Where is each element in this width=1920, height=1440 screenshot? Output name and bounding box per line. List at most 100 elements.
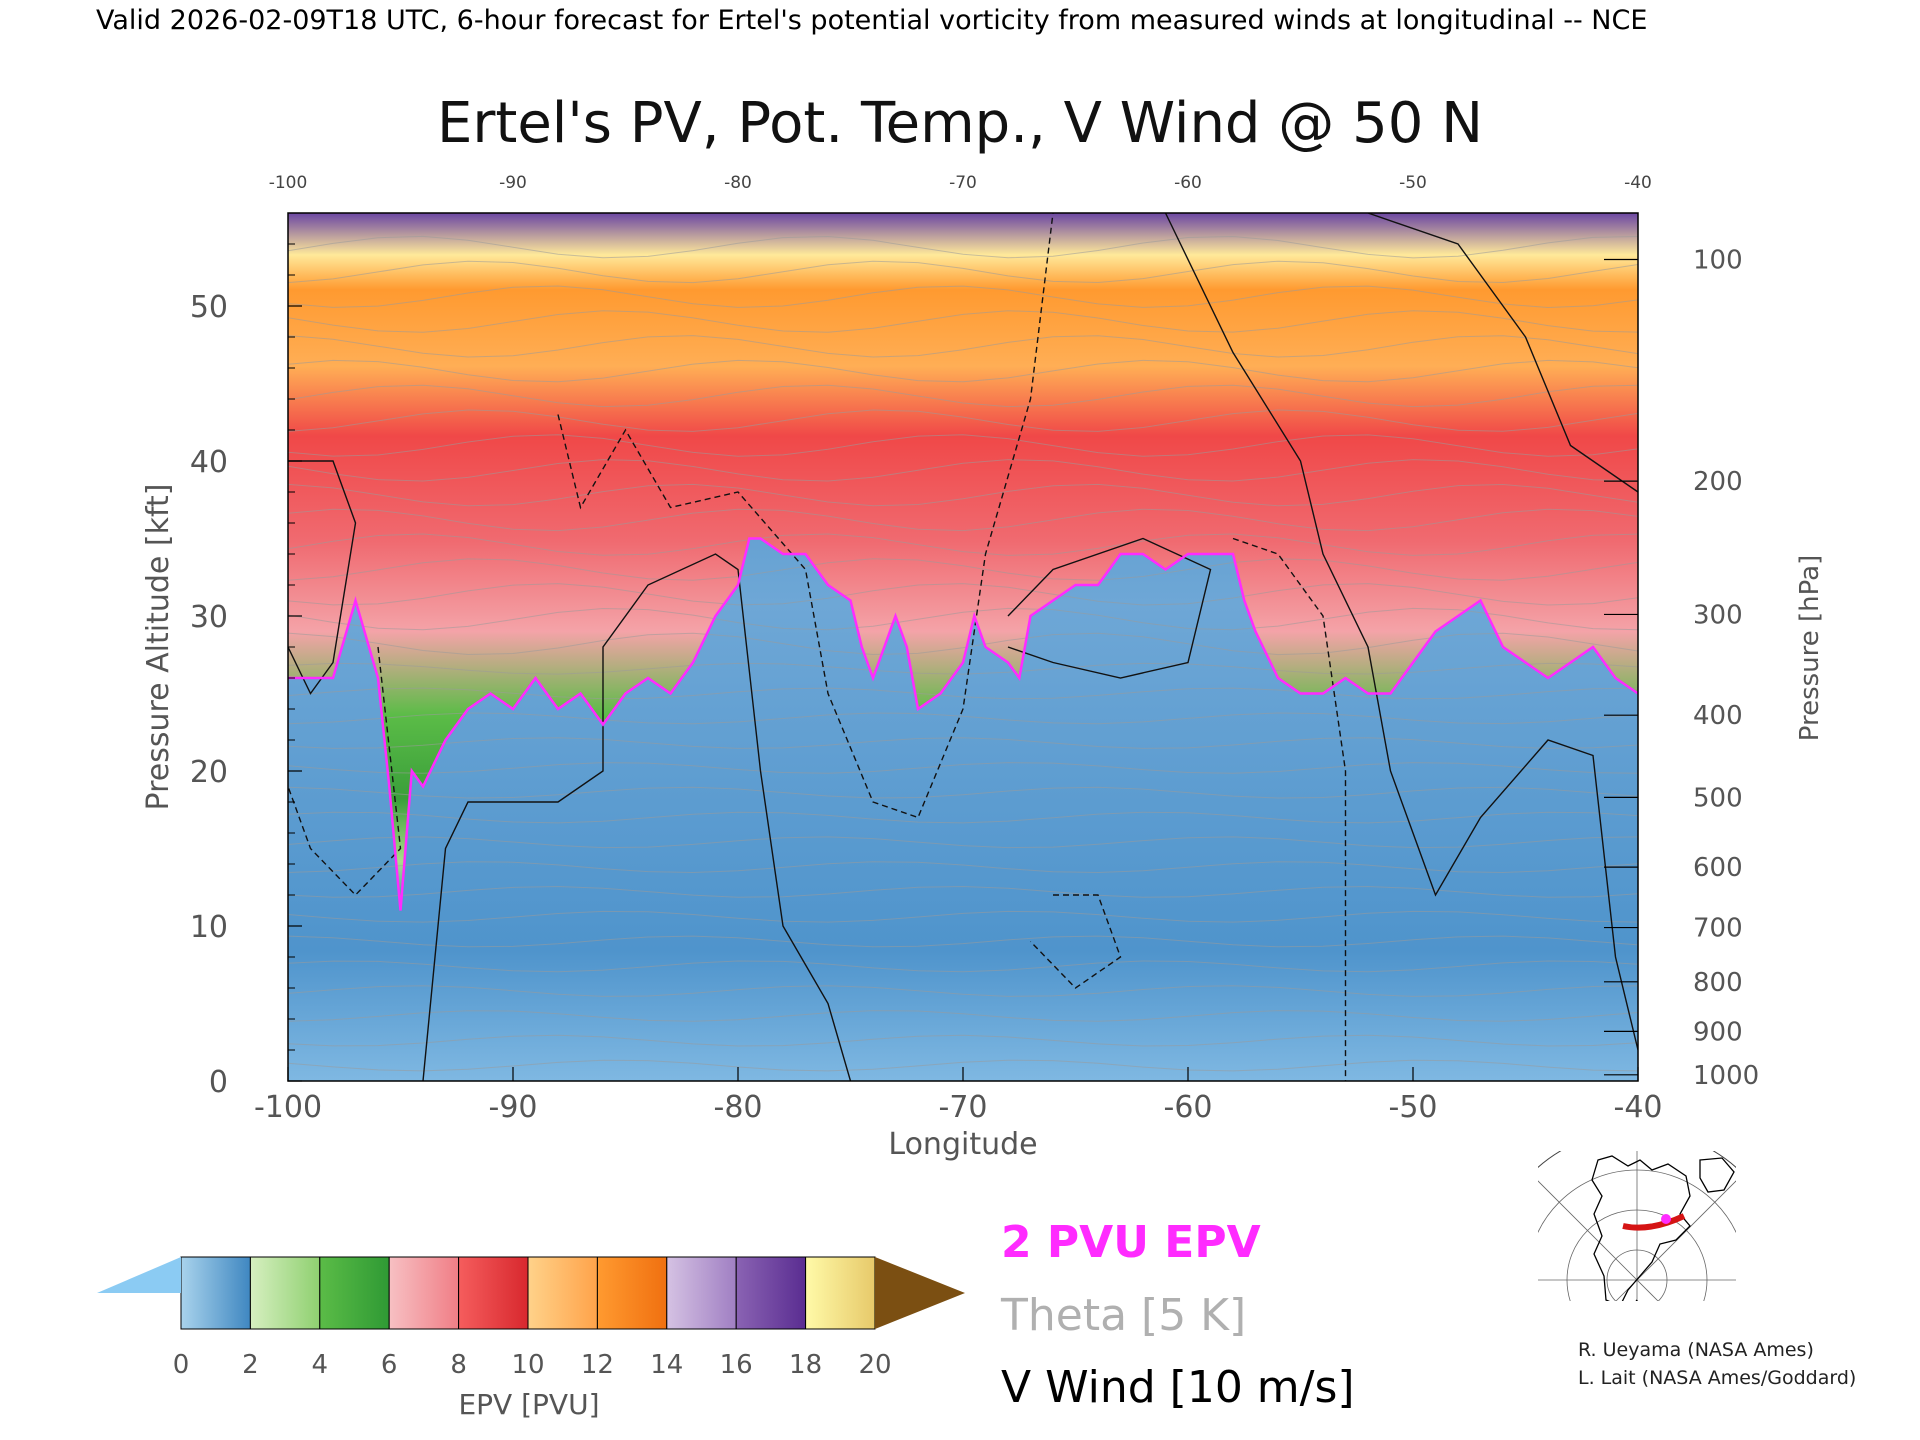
theta-isentropes — [288, 235, 1638, 1072]
theta-line — [288, 811, 1638, 824]
x-axis-label: Longitude — [888, 1127, 1037, 1162]
pressure-tick-label: 200 — [1693, 467, 1743, 497]
colorbar-tick-label: 14 — [650, 1350, 683, 1380]
theta-line — [288, 632, 1638, 656]
theta-line — [288, 935, 1638, 948]
v-wind-contour — [288, 460, 357, 695]
colorbar-tick-label: 20 — [858, 1350, 891, 1380]
theta-line — [288, 384, 1638, 408]
theta-line — [288, 1010, 1638, 1022]
pressure-tick-label: 300 — [1693, 600, 1743, 630]
theta-line — [288, 762, 1638, 774]
stratosphere-fill — [288, 213, 1638, 911]
bottom-longitude-ticks: -100 -90 -80 -70 -60 -50 -40 — [254, 1067, 1663, 1125]
x-tick-label: -90 — [489, 1090, 538, 1125]
y-tick-label: 20 — [190, 755, 228, 790]
section-path — [1622, 1213, 1686, 1231]
colorbar-tick-label: 4 — [312, 1350, 329, 1380]
credit-line-2: L. Lait (NASA Ames/Goddard) — [1578, 1367, 1856, 1389]
theta-line — [288, 409, 1638, 432]
theta-line — [288, 533, 1638, 556]
legend: 2 PVU EPV Theta [5 K] V Wind [10 m/s] — [1000, 1217, 1355, 1413]
top-tick-label: -90 — [499, 173, 527, 193]
colorbar-segment — [249, 1256, 321, 1330]
top-tick-label: -40 — [1624, 173, 1652, 193]
v-wind-contour — [1007, 537, 1212, 679]
theta-line — [288, 285, 1638, 309]
theta-line — [288, 1059, 1638, 1072]
legend-theta: Theta [5 K] — [1000, 1290, 1246, 1341]
pressure-tick-label: 400 — [1693, 701, 1743, 731]
credit-line-1: R. Ueyama (NASA Ames) — [1578, 1339, 1814, 1361]
theta-line — [288, 235, 1638, 259]
colorbar-segment — [666, 1256, 737, 1330]
theta-line — [288, 737, 1638, 749]
pressure-tick-label: 600 — [1693, 853, 1743, 883]
x-tick-label: -50 — [1389, 1090, 1438, 1125]
colorbar-tick-label: 18 — [789, 1350, 822, 1380]
v-wind-contour — [422, 553, 852, 1081]
colorbar: 0 2 4 6 8 10 12 14 16 18 20 EPV [PVU] — [97, 1256, 965, 1421]
y-axis-label: Pressure Altitude [kft] — [141, 484, 176, 811]
colorbar-tick-label: 2 — [242, 1350, 259, 1380]
v-wind-contour — [557, 213, 1054, 819]
colorbar-segment — [458, 1256, 529, 1330]
x-tick-label: -60 — [1164, 1090, 1213, 1125]
right-pressure-ticks: 100 200 300 400 500 600 700 800 900 1000 — [1604, 246, 1759, 1091]
v-wind-contour — [1164, 213, 1638, 1051]
colorbar-tick-label: 0 — [173, 1350, 190, 1380]
coastline-greenland — [1699, 1157, 1735, 1193]
theta-line — [288, 985, 1638, 997]
y-tick-label: 0 — [209, 1065, 228, 1100]
v-wind-contour — [1367, 213, 1638, 493]
chart-title: Ertel's PV, Pot. Temp., V Wind @ 50 N — [437, 91, 1483, 156]
legend-2pvu: 2 PVU EPV — [1001, 1217, 1261, 1268]
theta-line — [288, 459, 1638, 482]
theta-line — [288, 434, 1638, 457]
pressure-tick-label: 500 — [1693, 783, 1743, 813]
section-end-marker — [1661, 1214, 1671, 1224]
theta-line — [288, 558, 1638, 581]
colorbar-segment — [805, 1256, 876, 1330]
theta-line — [288, 786, 1638, 799]
v-wind-contours — [288, 213, 1638, 1081]
theta-line — [288, 335, 1638, 358]
top-tick-label: -80 — [724, 173, 752, 193]
x-tick-label: -100 — [254, 1090, 322, 1125]
theta-line — [288, 1034, 1638, 1047]
pv-2pvu-contour — [288, 537, 1638, 911]
theta-line — [288, 712, 1638, 725]
coastline-central-america — [1635, 1299, 1639, 1301]
pressure-tick-label: 700 — [1693, 914, 1743, 944]
theta-line — [288, 910, 1638, 923]
theta-line — [288, 607, 1638, 631]
colorbar-under-arrow — [97, 1257, 181, 1293]
theta-line — [288, 885, 1638, 898]
x-tick-label: -80 — [714, 1090, 763, 1125]
theta-line — [288, 483, 1638, 507]
theta-line — [288, 260, 1638, 284]
top-tick-label: -60 — [1174, 173, 1202, 193]
top-tick-label: -100 — [269, 173, 308, 193]
x-tick-label: -70 — [939, 1090, 988, 1125]
y-tick-label: 30 — [190, 600, 228, 635]
theta-line — [288, 960, 1638, 973]
y2-axis-label: Pressure [hPa] — [1795, 555, 1825, 742]
colorbar-segment — [180, 1256, 251, 1330]
theta-line — [288, 359, 1638, 383]
coastline-north-america — [1591, 1155, 1691, 1301]
theta-line — [288, 310, 1638, 333]
v-wind-contour — [1232, 537, 1347, 1081]
legend-vwind: V Wind [10 m/s] — [1001, 1362, 1355, 1413]
colorbar-over-arrow — [875, 1257, 965, 1329]
pressure-tick-label: 800 — [1693, 968, 1743, 998]
x-tick-label: -40 — [1614, 1090, 1663, 1125]
colorbar-segment — [527, 1256, 598, 1330]
colorbar-label: EPV [PVU] — [458, 1388, 599, 1421]
theta-line — [288, 861, 1638, 874]
v-wind-contour — [288, 646, 402, 897]
pressure-tick-label: 1000 — [1693, 1061, 1759, 1091]
y-tick-label: 50 — [190, 290, 228, 325]
